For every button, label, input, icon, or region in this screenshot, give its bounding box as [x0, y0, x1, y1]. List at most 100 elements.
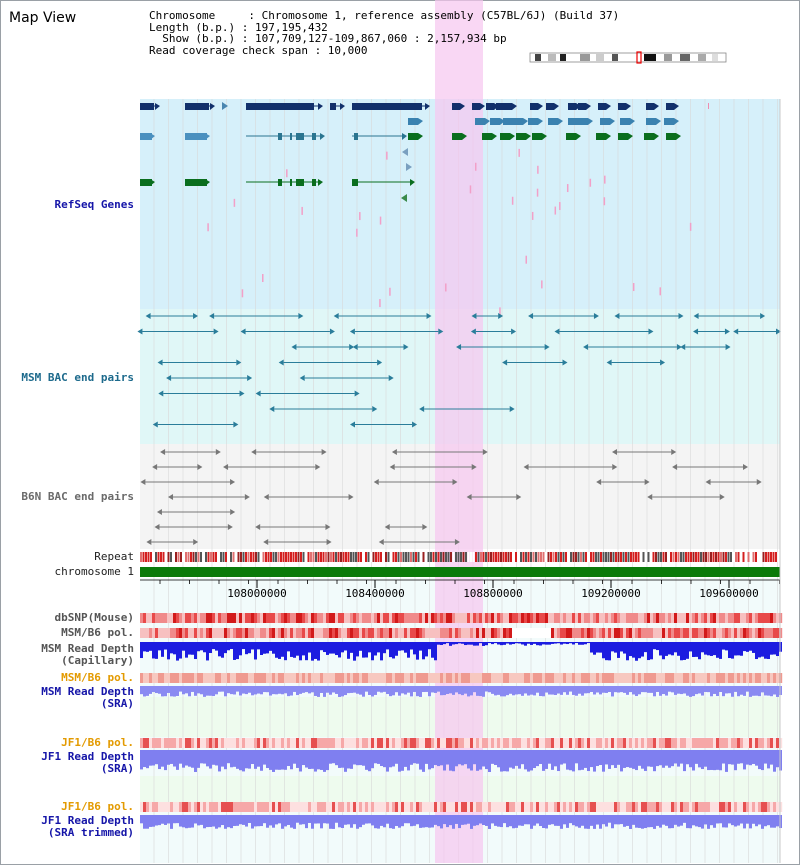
msm-depth-capillary-bar [716, 642, 719, 658]
repeat-segment [447, 552, 450, 562]
track-label-refseq[interactable]: RefSeq Genes [54, 198, 134, 211]
jf1-pol-heat-cell [623, 738, 627, 748]
track-label-msm-pol[interactable]: MSM/B6 pol. [61, 626, 134, 639]
refseq-variant-marker [286, 169, 288, 178]
jf1-pol-heat-cell [158, 738, 162, 748]
msm-pol-sra-heat-cell [350, 673, 354, 683]
msm-pol-sra-heat-cell [242, 673, 246, 683]
track-label-msm-depth-sra[interactable]: MSM Read Depth (SRA) [41, 685, 134, 710]
jf1-depth-trim-bar [734, 815, 737, 827]
jf1-pol-heat-cell [605, 738, 609, 748]
jf1-depth-sra-bar [671, 750, 674, 767]
jf1-depth-sra-bar [695, 750, 698, 764]
jf1-depth-sra-bar [290, 750, 293, 770]
msm-pol-sra-heat-cell [554, 673, 558, 683]
msm-pol-heat-cell [200, 628, 204, 638]
dbsnp-heat-cell [221, 613, 225, 623]
msm-depth-sra-bar [725, 686, 728, 694]
msm-depth-sra-bar [593, 686, 596, 695]
jf1-depth-sra-bar [659, 750, 662, 766]
jf1-depth-trim-bar [515, 815, 518, 828]
msm-pol-heat-cell [290, 628, 294, 638]
msm-pol-sra-heat-cell [773, 673, 777, 683]
dbsnp-heat-cell [638, 613, 642, 623]
track-label-msm-bac[interactable]: MSM BAC end pairs [21, 371, 134, 384]
msm-pol-heat-cell [506, 628, 510, 638]
jf1-depth-sra-bar [320, 750, 323, 770]
jf1-depth-trim-bar [287, 815, 290, 825]
refseq-exon [290, 133, 292, 140]
msm-pol-heat-cell [179, 628, 183, 638]
msm-depth-capillary-bar [761, 642, 764, 657]
msm-depth-capillary-bar [566, 642, 569, 645]
msm-depth-sra-bar [152, 686, 155, 693]
dbsnp-heat-cell [203, 613, 207, 623]
track-label-chromosome[interactable]: chromosome 1 [54, 565, 134, 578]
repeat-segment [547, 552, 550, 562]
track-label-dbsnp[interactable]: dbSNP(Mouse) [54, 611, 134, 624]
track-label-jf1-pol[interactable]: JF1/B6 pol. [61, 736, 134, 749]
refseq-strand-arrow [406, 163, 412, 171]
track-label-msm-pol-sra[interactable]: MSM/B6 pol. [61, 671, 134, 684]
msm-depth-capillary-bar [293, 642, 296, 658]
jf1-depth-sra-bar [470, 750, 473, 771]
jf1-pol-heat-cell [455, 738, 459, 748]
dbsnp-heat-cell [479, 613, 483, 623]
msm-pol-heat-cell [770, 628, 774, 638]
jf1-pol-trim-heat-cell [767, 802, 771, 812]
msm-pol-sra-heat-cell [635, 673, 639, 683]
msm-pol-sra-heat-cell [404, 673, 408, 683]
jf1-pol-heat-cell [752, 738, 756, 748]
msm-pol-heat-cell [341, 628, 345, 638]
track-label-jf1-pol-trim[interactable]: JF1/B6 pol. [61, 800, 134, 813]
jf1-depth-trim-bar [314, 815, 317, 824]
repeat-segment [282, 552, 285, 562]
dbsnp-heat-cell [737, 613, 741, 623]
msm-pol-sra-heat-cell [470, 673, 474, 683]
jf1-pol-heat-cell [182, 738, 186, 748]
track-label-b6n-bac[interactable]: B6N BAC end pairs [21, 490, 134, 503]
jf1-depth-trim-bar [143, 815, 146, 829]
dbsnp-heat-cell [665, 613, 669, 623]
jf1-depth-sra-bar [164, 750, 167, 771]
msm-depth-capillary-bar [551, 642, 554, 644]
msm-depth-sra-bar [623, 686, 626, 693]
refseq-exon [618, 103, 626, 110]
msm-pol-heat-cell [422, 628, 426, 638]
msm-depth-sra-bar [419, 686, 422, 697]
msm-depth-sra-bar [686, 686, 689, 696]
jf1-depth-trim-bar [704, 815, 707, 825]
jf1-depth-sra-bar [500, 750, 503, 772]
msm-depth-capillary-bar [485, 642, 488, 646]
msm-pol-sra-heat-cell [482, 673, 486, 683]
msm-depth-sra-bar [605, 686, 608, 693]
jf1-pol-heat-cell [452, 738, 456, 748]
dbsnp-heat-cell [545, 613, 549, 623]
msm-depth-capillary-bar [725, 642, 728, 651]
jf1-depth-sra-bar [167, 750, 170, 765]
jf1-depth-sra-bar [203, 750, 206, 764]
jf1-pol-trim-heat-cell [527, 802, 531, 812]
msm-pol-sra-heat-cell [383, 673, 387, 683]
refseq-variant-marker [499, 307, 501, 316]
dbsnp-heat-cell [191, 613, 195, 623]
track-label-repeat[interactable]: Repeat [94, 550, 134, 563]
repeat-segment [505, 552, 507, 562]
msm-depth-sra-bar [230, 686, 233, 695]
msm-pol-sra-heat-cell [281, 673, 285, 683]
msm-pol-sra-heat-cell [473, 673, 477, 683]
jf1-pol-heat-cell [467, 738, 471, 748]
repeat-segment [315, 552, 317, 562]
track-label-msm-depth-capillary[interactable]: MSM Read Depth (Capillary) [41, 642, 134, 667]
jf1-pol-heat-cell [212, 738, 216, 748]
jf1-pol-trim-heat-cell [389, 802, 393, 812]
jf1-depth-sra-bar [437, 750, 440, 767]
track-label-jf1-depth-sra[interactable]: JF1 Read Depth (SRA) [41, 750, 134, 775]
jf1-pol-trim-heat-cell [581, 802, 585, 812]
msm-pol-heat-cell [641, 628, 645, 638]
repeat-segment [710, 552, 712, 562]
track-label-jf1-depth-trimmed[interactable]: JF1 Read Depth (SRA trimmed) [41, 814, 134, 839]
msm-pol-heat-cell [743, 628, 747, 638]
dbsnp-heat-cell [491, 613, 495, 623]
